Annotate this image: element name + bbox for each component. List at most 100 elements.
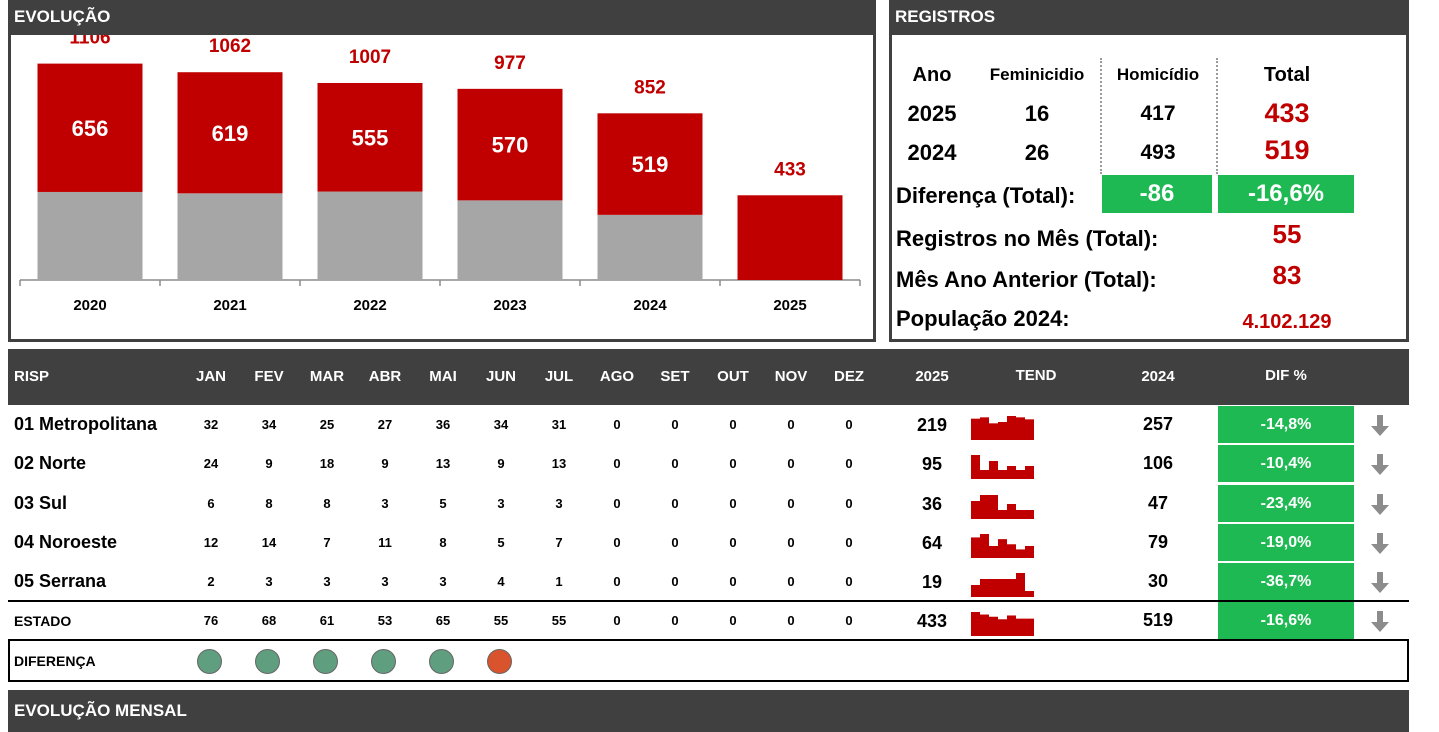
trend-bar xyxy=(980,534,989,558)
value-2024: 47 xyxy=(1147,493,1169,513)
month-value: 11 xyxy=(378,535,392,550)
trend-bar xyxy=(989,616,998,636)
month-value: 3 xyxy=(555,496,563,511)
bar-segment-label: 519 xyxy=(632,152,669,177)
bar-segment-base xyxy=(317,191,423,280)
trend-bar xyxy=(971,501,980,519)
trend-sparkline xyxy=(971,534,1034,558)
bar-total-label: 1007 xyxy=(349,47,391,68)
trend-bar xyxy=(989,546,998,558)
trend-down-arrow-icon xyxy=(1371,572,1389,593)
trend-bar xyxy=(971,537,980,558)
status-dot-down xyxy=(197,649,222,674)
bar-segment-base xyxy=(37,191,143,280)
month-value: 3 xyxy=(381,574,389,589)
trend-bar xyxy=(980,495,989,519)
status-dot-down xyxy=(429,649,454,674)
month-value: 0 xyxy=(671,535,679,550)
bar-total-label: 1062 xyxy=(209,36,251,57)
diferenca-row-border xyxy=(8,639,1409,682)
x-tick-label: 2025 xyxy=(773,297,806,314)
trend-bar xyxy=(980,579,989,597)
x-tick-label: 2023 xyxy=(493,297,526,314)
month-value: 3 xyxy=(265,574,273,589)
trend-bar xyxy=(1016,573,1025,597)
month-value: 1 xyxy=(555,574,563,589)
month-value: 8 xyxy=(439,535,447,550)
value-2024: 79 xyxy=(1147,532,1169,552)
month-value: 0 xyxy=(845,496,853,511)
month-value: 5 xyxy=(497,535,505,550)
month-col-header: MAR xyxy=(309,368,345,385)
month-value: 27 xyxy=(377,417,393,432)
trend-bar xyxy=(1016,510,1025,519)
month-value: 0 xyxy=(787,417,795,432)
month-value: 0 xyxy=(613,496,621,511)
value-2025: 19 xyxy=(921,572,943,592)
month-value: 3 xyxy=(381,496,389,511)
month-col-header: NOV xyxy=(774,368,808,385)
reg-header-feminicidio: Feminicidio xyxy=(989,65,1085,84)
month-value: 0 xyxy=(729,417,737,432)
trend-bar xyxy=(998,510,1007,519)
month-value: 32 xyxy=(203,417,219,432)
month-value: 34 xyxy=(493,417,509,432)
month-value: 14 xyxy=(261,535,277,550)
col-header-2025: 2025 xyxy=(915,368,949,385)
month-value: 36 xyxy=(435,417,451,432)
bar-segment-label: 555 xyxy=(352,125,389,150)
month-value: 13 xyxy=(551,456,567,471)
month-value: 0 xyxy=(671,613,679,628)
month-value: 3 xyxy=(439,574,447,589)
value-2025: 433 xyxy=(916,611,948,631)
trend-bar xyxy=(1016,417,1025,440)
month-value: 0 xyxy=(613,613,621,628)
month-value: 25 xyxy=(319,417,335,432)
reg-header-total: Total xyxy=(1263,64,1311,86)
reg-row-2024-total: 519 xyxy=(1264,135,1310,165)
trend-sparkline xyxy=(971,495,1034,519)
arrow-shape xyxy=(1371,572,1389,593)
x-tick-label: 2024 xyxy=(633,297,667,314)
value-2025: 64 xyxy=(921,533,943,553)
month-value: 9 xyxy=(497,456,505,471)
month-value: 0 xyxy=(613,456,621,471)
risp-row-name: 01 Metropolitana xyxy=(14,414,158,434)
diferenca-abs: -86 xyxy=(1102,175,1212,213)
col-header-2024: 2024 xyxy=(1141,368,1175,385)
month-value: 0 xyxy=(671,417,679,432)
evolucao-panel xyxy=(8,32,876,342)
mensal-title: EVOLUÇÃO MENSAL xyxy=(14,701,187,720)
evolucao-title: EVOLUÇÃO xyxy=(14,7,111,26)
month-col-header: ABR xyxy=(368,368,402,385)
arrow-shape xyxy=(1371,454,1389,475)
value-2025: 36 xyxy=(921,494,943,514)
trend-bar xyxy=(989,495,998,519)
mes-label: Registros no Mês (Total): xyxy=(896,226,1159,251)
month-value: 0 xyxy=(845,613,853,628)
mes-anterior-label: Mês Ano Anterior (Total): xyxy=(896,267,1157,292)
x-tick-label: 2020 xyxy=(73,297,106,314)
month-value: 0 xyxy=(729,613,737,628)
month-value: 0 xyxy=(613,574,621,589)
trend-bar xyxy=(1016,549,1025,558)
trend-bar xyxy=(1007,504,1016,519)
arrow-shape xyxy=(1371,415,1389,436)
reg-row-2025-ano: 2025 xyxy=(907,101,957,126)
trend-bar xyxy=(1016,618,1025,636)
value-2024: 257 xyxy=(1142,414,1174,434)
arrow-shape xyxy=(1371,494,1389,515)
month-value: 0 xyxy=(787,574,795,589)
trend-bar xyxy=(980,614,989,636)
trend-bar xyxy=(971,612,980,636)
month-value: 9 xyxy=(381,456,389,471)
month-col-header: JUN xyxy=(485,368,516,385)
populacao-label: População 2024: xyxy=(896,306,1070,331)
dif-percent-badge: -14,8% xyxy=(1218,406,1354,443)
value-2024: 519 xyxy=(1142,610,1174,630)
mes-value: 55 xyxy=(1272,219,1302,249)
reg-divider xyxy=(1100,58,1102,174)
month-value: 0 xyxy=(613,417,621,432)
trend-sparkline xyxy=(971,612,1034,636)
status-dot-down xyxy=(255,649,280,674)
